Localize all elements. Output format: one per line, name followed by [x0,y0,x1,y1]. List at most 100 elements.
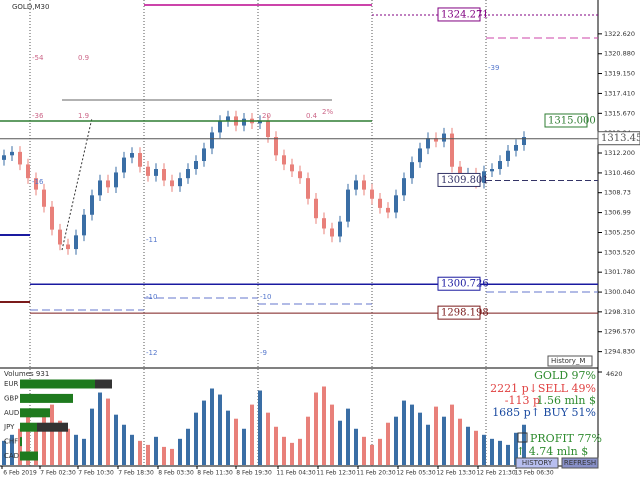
volume-bar [42,412,46,465]
x-tick-label: 12 Feb 21:30 [476,470,516,477]
profit-amount: ↑ 4.74 mln $ [516,445,588,458]
volume-bar [490,438,494,465]
volume-bar [178,438,182,465]
candle-body [442,133,446,142]
trend-line [61,117,93,251]
volume-bar [426,424,430,465]
x-tick-label: 8 Feb 19:30 [236,470,272,477]
volume-bar [250,404,254,465]
buy-info: 1685 p↑ BUY 51% [492,406,596,419]
volume-title: Volumes 931 [4,370,49,378]
overlay-lines [0,4,598,311]
volume-bar [434,406,438,465]
candle-body [450,133,454,167]
annotation: 2% [322,108,333,116]
strength-bar [20,379,95,389]
level-box [597,131,640,146]
volume-bar [378,438,382,465]
volume-bar [442,416,446,465]
volume-bar [330,404,334,465]
annotation: 0.9 [78,54,89,62]
level-label: 1309.801 [441,175,489,186]
y-tick-label: 1303.520 [604,248,635,256]
volume-bar [290,442,294,465]
annotation: 1.9 [78,112,89,120]
volume-bar [370,444,374,465]
candle-body [202,148,206,162]
volume-tick-label: 4620 [606,370,623,378]
volume-bar [514,432,518,465]
y-tick-label: 1305.250 [604,228,635,236]
candle-body [322,218,326,229]
candle-body [290,164,294,172]
history-button-label[interactable]: HISTORY [522,459,553,467]
candle-body [34,178,38,190]
volume-bar [154,436,158,465]
annotation: -54 [32,54,44,62]
annotation: -9 [260,349,267,357]
currency-name: CAD [4,452,19,460]
x-tick-label: 7 Feb 18:30 [118,470,154,477]
y-tick-label: 1298.310 [604,308,635,316]
candle-body [418,148,422,163]
level-label: 1298.198 [441,308,489,319]
candle-body [146,166,150,176]
candle-body [274,136,278,156]
volume-bar [50,404,54,465]
candle-body [90,195,94,215]
volume-bar [186,428,190,465]
candle-body [354,180,358,190]
annotation: 20 [262,112,271,120]
annotation: -11 [146,236,157,244]
x-tick-label: 12 Feb 13:30 [436,470,476,477]
volume-bar [266,412,270,465]
volume-bar [274,426,278,465]
candle-body [298,171,302,179]
volume-bar [450,404,454,465]
candle-body [514,145,518,151]
volume-bar [322,386,326,465]
volume-bar [466,426,470,465]
candle-body [434,138,438,142]
x-tick-label: 8 Feb 11:30 [197,470,233,477]
annotation: -10 [260,293,271,301]
currency-name: JPY [3,423,15,431]
candle-body [402,178,406,196]
candle-body [66,244,70,250]
volume-bar [394,416,398,465]
volume-bar [10,434,14,465]
history-button[interactable] [515,457,559,469]
level-label: 1315.000 [548,115,596,126]
x-tick-label: 11 Feb 12:30 [316,470,356,477]
candle-body [178,178,182,187]
volume-bar [82,438,86,465]
candle-body [330,228,334,237]
refresh-button[interactable] [561,457,599,469]
volume-bar [202,400,206,465]
refresh-button-label[interactable]: REFRESH [564,459,596,467]
level-label: 1300.726 [441,279,489,290]
y-tick-label: 1317.410 [604,89,635,97]
candle-body [114,172,118,188]
y-tick-label: 1300.040 [604,288,635,296]
x-tick-label: 13 Feb 06:30 [514,470,554,477]
volume-bar [26,416,30,465]
level-box [437,305,481,320]
candle-body [82,214,86,236]
candle-body [490,169,494,172]
candle-body [346,189,350,222]
currency-name: CHF [4,438,18,446]
candle-body [506,150,510,162]
y-tick-label: 1322.620 [604,30,635,38]
volume-bar [226,410,230,465]
volume-bar [90,408,94,465]
candle-body [2,155,6,160]
volume-bar [306,416,310,465]
volume-bar [114,414,118,465]
y-tick-label: 1320.880 [604,50,635,58]
x-tick-label: 7 Feb 10:30 [78,470,114,477]
volume-bar [218,394,222,465]
annotation: -39 [488,64,499,72]
